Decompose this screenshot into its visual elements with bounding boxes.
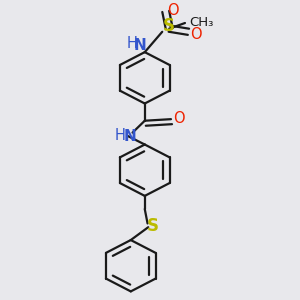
Text: O: O	[168, 3, 179, 18]
Text: S: S	[146, 217, 158, 235]
Text: CH₃: CH₃	[190, 16, 214, 28]
Text: H: H	[127, 37, 138, 52]
Text: N: N	[134, 38, 146, 53]
Text: O: O	[190, 27, 202, 42]
Text: N: N	[124, 129, 136, 144]
Text: H: H	[115, 128, 126, 142]
Text: S: S	[163, 17, 175, 35]
Text: O: O	[173, 111, 184, 126]
